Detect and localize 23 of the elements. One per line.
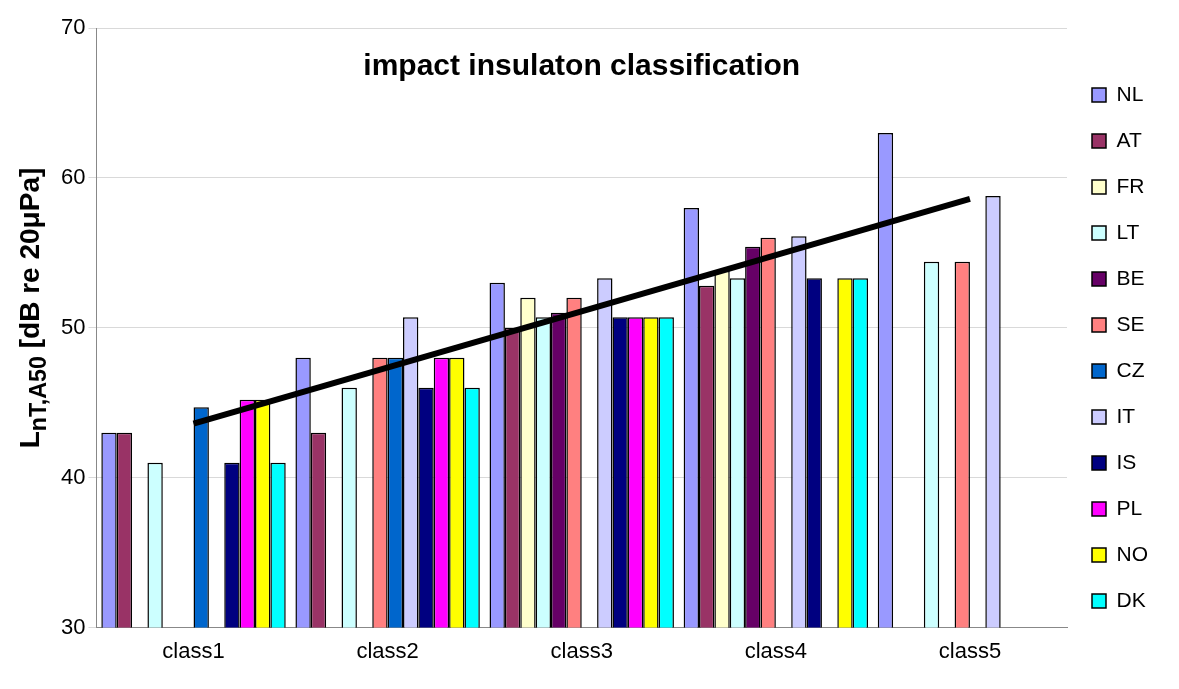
x-tick-label: class2 xyxy=(356,637,419,663)
legend-label: IT xyxy=(1116,403,1136,427)
legend-label: CZ xyxy=(1116,357,1145,381)
legend-label: AT xyxy=(1116,127,1142,151)
x-tick-label: class4 xyxy=(744,637,808,663)
legend-label: NO xyxy=(1116,541,1148,565)
legend-label: PL xyxy=(1116,495,1143,519)
x-tick-label: class3 xyxy=(550,637,613,663)
y-tick-label: 30 xyxy=(60,613,86,639)
legend-label: SE xyxy=(1116,311,1145,335)
y-tick-label: 50 xyxy=(60,313,86,339)
x-tick-label: class5 xyxy=(938,637,1002,663)
y-tick-label: 60 xyxy=(60,163,86,189)
y-tick-label: 70 xyxy=(60,14,86,40)
y-tick-label: 40 xyxy=(60,463,86,489)
text: impact insulaton classification xyxy=(363,48,801,82)
x-tick-label: class1 xyxy=(162,637,225,663)
legend-label: DK xyxy=(1116,587,1146,611)
legend-label: FR xyxy=(1116,173,1145,197)
legend-label: NL xyxy=(1116,81,1144,105)
legend-label: IS xyxy=(1116,449,1137,473)
legend-label: LT xyxy=(1116,219,1140,243)
legend-label: BE xyxy=(1116,265,1145,289)
